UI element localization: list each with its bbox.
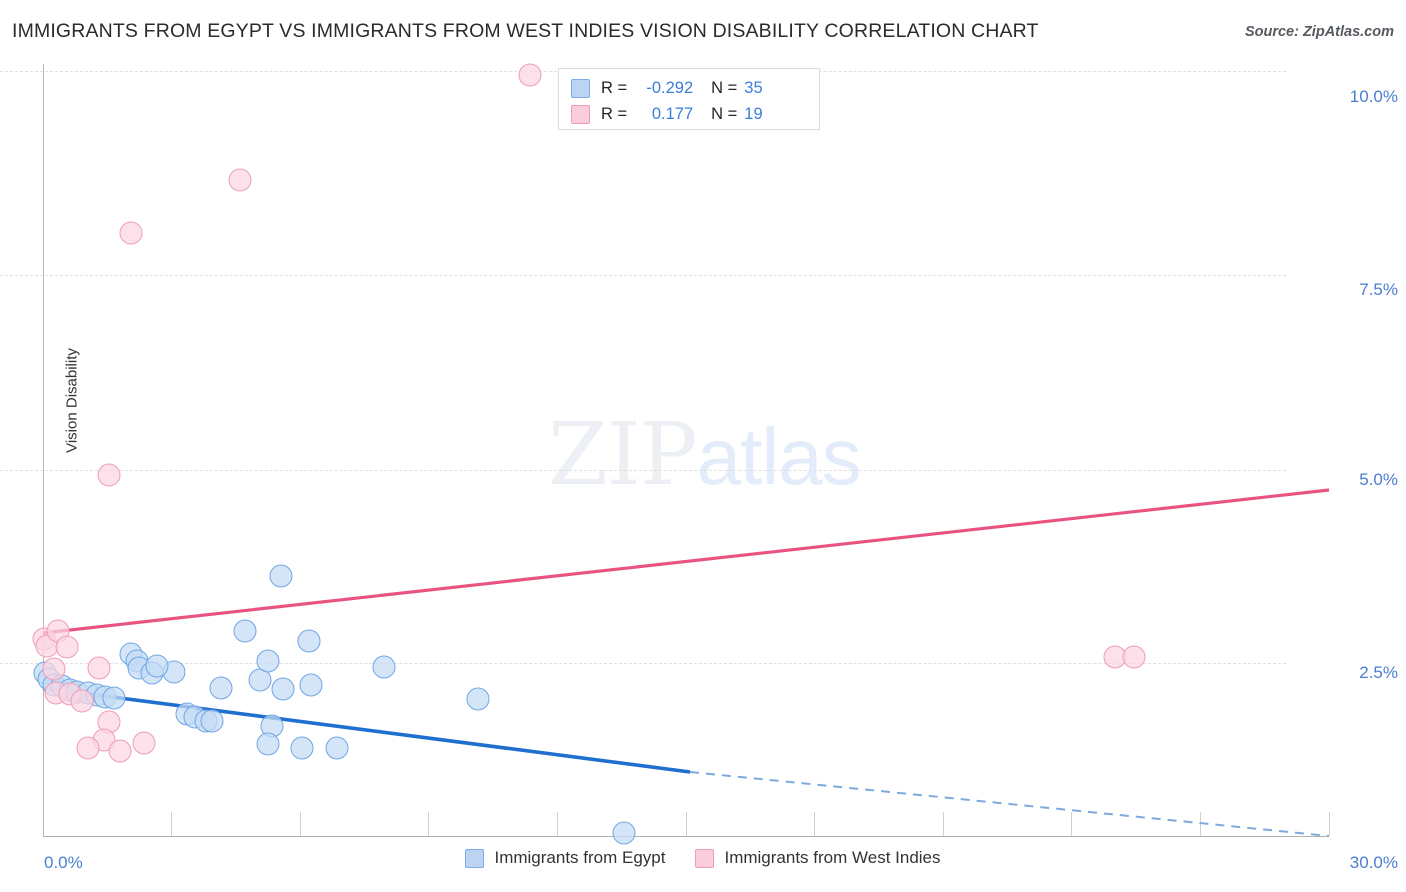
y-tick-label-10: 10.0% [1349, 87, 1398, 106]
data-point-egypt[interactable] [325, 736, 349, 759]
trendline-egypt-dashed [689, 771, 1330, 837]
legend-label-west-indies: Immigrants from West Indies [724, 848, 941, 867]
x-tick [1200, 812, 1201, 836]
data-point-west-indies[interactable] [228, 168, 252, 192]
data-point-egypt[interactable] [233, 619, 257, 643]
data-point-egypt[interactable] [612, 821, 636, 845]
zipatlas-watermark: ZIPatlas [548, 405, 862, 505]
data-point-egypt[interactable] [102, 686, 126, 710]
data-point-egypt[interactable] [466, 687, 490, 710]
x-axis-line [43, 836, 1329, 837]
correlation-stats-legend: R = -0.292 N = 35 R = 0.177 N = 19 [558, 68, 820, 130]
data-point-egypt[interactable] [372, 655, 396, 679]
stat-r-label-west-indies: R = [601, 104, 628, 123]
stat-n-value-egypt: 35 [744, 78, 763, 97]
trendline-west-indies [42, 488, 1330, 635]
page-title: IMMIGRANTS FROM EGYPT VS IMMIGRANTS FROM… [12, 20, 1039, 42]
x-axis-max-label: 30.0% [1349, 853, 1398, 872]
x-tick [428, 812, 429, 836]
gridline-7-5pct [0, 275, 1286, 276]
data-point-west-indies[interactable] [87, 656, 111, 680]
data-point-egypt[interactable] [200, 709, 224, 733]
data-point-egypt[interactable] [209, 676, 233, 700]
legend-marker-egypt-icon [465, 848, 485, 868]
stat-r-value-west-indies: 0.177 [651, 104, 694, 123]
data-point-west-indies[interactable] [119, 221, 143, 245]
data-point-west-indies[interactable] [132, 731, 156, 755]
x-axis-min-label: 0.0% [44, 853, 83, 872]
legend-item-egypt[interactable]: Immigrants from Egypt [465, 848, 665, 868]
x-tick [1329, 812, 1330, 836]
data-point-west-indies[interactable] [1122, 645, 1146, 669]
data-point-egypt[interactable] [145, 654, 169, 678]
x-tick [171, 812, 172, 836]
y-axis-line [43, 64, 44, 837]
x-tick [814, 812, 815, 836]
gridline-2-5pct [0, 663, 1286, 664]
stat-n-value-west-indies: 19 [744, 104, 763, 123]
stat-row-egypt: R = -0.292 N = 35 [571, 75, 809, 101]
data-point-west-indies[interactable] [70, 689, 94, 713]
stat-row-west-indies: R = 0.177 N = 19 [571, 101, 809, 127]
source-attribution: Source: ZipAtlas.com [1244, 24, 1394, 40]
watermark-zip: ZIP [548, 405, 698, 505]
stat-r-label-egypt: R = [601, 78, 628, 97]
data-point-west-indies[interactable] [97, 463, 121, 487]
legend-swatch-egypt-icon [571, 78, 590, 98]
y-axis-title: Vision Disability [63, 348, 81, 453]
data-point-egypt[interactable] [297, 629, 321, 653]
series-legend: Immigrants from Egypt Immigrants from We… [0, 848, 1406, 868]
x-tick [300, 812, 301, 836]
legend-item-west-indies[interactable]: Immigrants from West Indies [695, 848, 941, 868]
stat-n-label-west-indies: N = [711, 104, 738, 123]
watermark-atlas: atlas [696, 412, 862, 501]
y-tick-label-2-5: 2.5% [1359, 663, 1398, 682]
x-tick [943, 812, 944, 836]
data-point-egypt[interactable] [290, 736, 314, 760]
data-point-egypt[interactable] [256, 649, 280, 673]
stat-r-value-egypt: -0.292 [646, 78, 694, 97]
trendline-egypt-solid [42, 686, 691, 774]
gridline-5pct [0, 470, 1286, 471]
x-tick [1071, 812, 1072, 836]
stat-n-label-egypt: N = [711, 78, 738, 97]
x-tick [686, 812, 687, 836]
x-tick [557, 812, 558, 836]
data-point-west-indies[interactable] [108, 739, 132, 763]
data-point-egypt[interactable] [256, 732, 280, 755]
data-point-west-indies[interactable] [518, 63, 541, 87]
y-tick-label-5: 5.0% [1359, 470, 1398, 489]
data-point-egypt[interactable] [269, 564, 293, 588]
legend-label-egypt: Immigrants from Egypt [494, 848, 666, 867]
legend-swatch-west-indies-icon [571, 104, 590, 124]
y-tick-label-7-5: 7.5% [1359, 280, 1398, 299]
data-point-west-indies[interactable] [42, 657, 66, 680]
legend-marker-west-indies-icon [695, 848, 715, 868]
data-point-egypt[interactable] [271, 677, 295, 701]
data-point-west-indies[interactable] [55, 635, 79, 659]
data-point-west-indies[interactable] [76, 736, 100, 760]
data-point-egypt[interactable] [299, 673, 323, 697]
